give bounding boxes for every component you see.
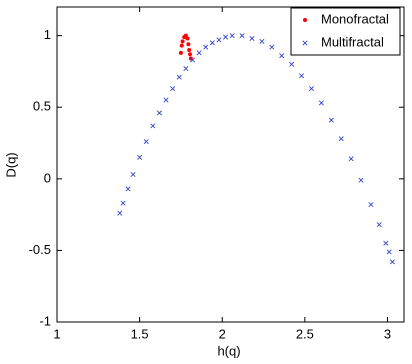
y-tick-label: -1 — [39, 313, 51, 328]
x-tick-label: 2 — [219, 326, 226, 341]
point — [183, 66, 189, 72]
point — [368, 202, 374, 208]
point — [143, 139, 149, 145]
point — [188, 52, 193, 57]
point — [170, 86, 176, 92]
point — [179, 43, 184, 48]
point — [216, 37, 222, 43]
point — [348, 156, 354, 162]
point — [239, 33, 245, 39]
y-tick-label: -0.5 — [29, 242, 51, 257]
point — [187, 47, 192, 52]
x-tick-label: 1.5 — [131, 326, 149, 341]
y-axis-label: D(q) — [3, 152, 18, 177]
point — [120, 200, 126, 206]
legend-label: Monofractal — [321, 11, 389, 26]
point — [130, 172, 136, 178]
point — [203, 44, 209, 50]
y-tick-label: 1 — [44, 27, 51, 42]
point — [189, 57, 196, 63]
point — [389, 259, 395, 265]
point — [308, 86, 314, 92]
point — [328, 117, 334, 123]
plot-frame — [56, 6, 405, 323]
point — [386, 249, 392, 255]
point — [279, 53, 285, 59]
point — [249, 35, 255, 42]
point — [185, 36, 190, 41]
point — [117, 210, 123, 216]
point — [180, 39, 185, 44]
point — [376, 222, 382, 228]
y-tick-label: 0.5 — [33, 99, 51, 114]
legend-label: Multifractal — [321, 34, 384, 49]
point — [163, 97, 169, 103]
point — [299, 73, 305, 79]
point — [125, 186, 131, 192]
x-tick-label: 2.5 — [296, 326, 314, 341]
point — [150, 123, 156, 129]
point — [259, 38, 265, 44]
point — [318, 100, 324, 106]
point — [269, 44, 275, 50]
point — [176, 74, 182, 80]
legend-box — [290, 7, 401, 56]
y-tick-label: 0 — [44, 170, 51, 185]
point — [289, 61, 295, 67]
legend-marker — [303, 18, 307, 22]
x-tick-label: 1 — [53, 326, 60, 341]
point — [209, 40, 215, 46]
point — [358, 177, 364, 183]
point — [186, 42, 191, 47]
x-axis-label: h(q) — [217, 343, 240, 358]
point — [178, 50, 183, 55]
point — [338, 136, 344, 142]
point — [156, 110, 162, 116]
legend-marker — [302, 40, 308, 46]
point — [137, 154, 143, 160]
point — [223, 34, 229, 40]
point — [383, 240, 389, 246]
point — [229, 33, 235, 39]
x-tick-label: 3 — [384, 326, 391, 341]
point — [196, 50, 202, 56]
